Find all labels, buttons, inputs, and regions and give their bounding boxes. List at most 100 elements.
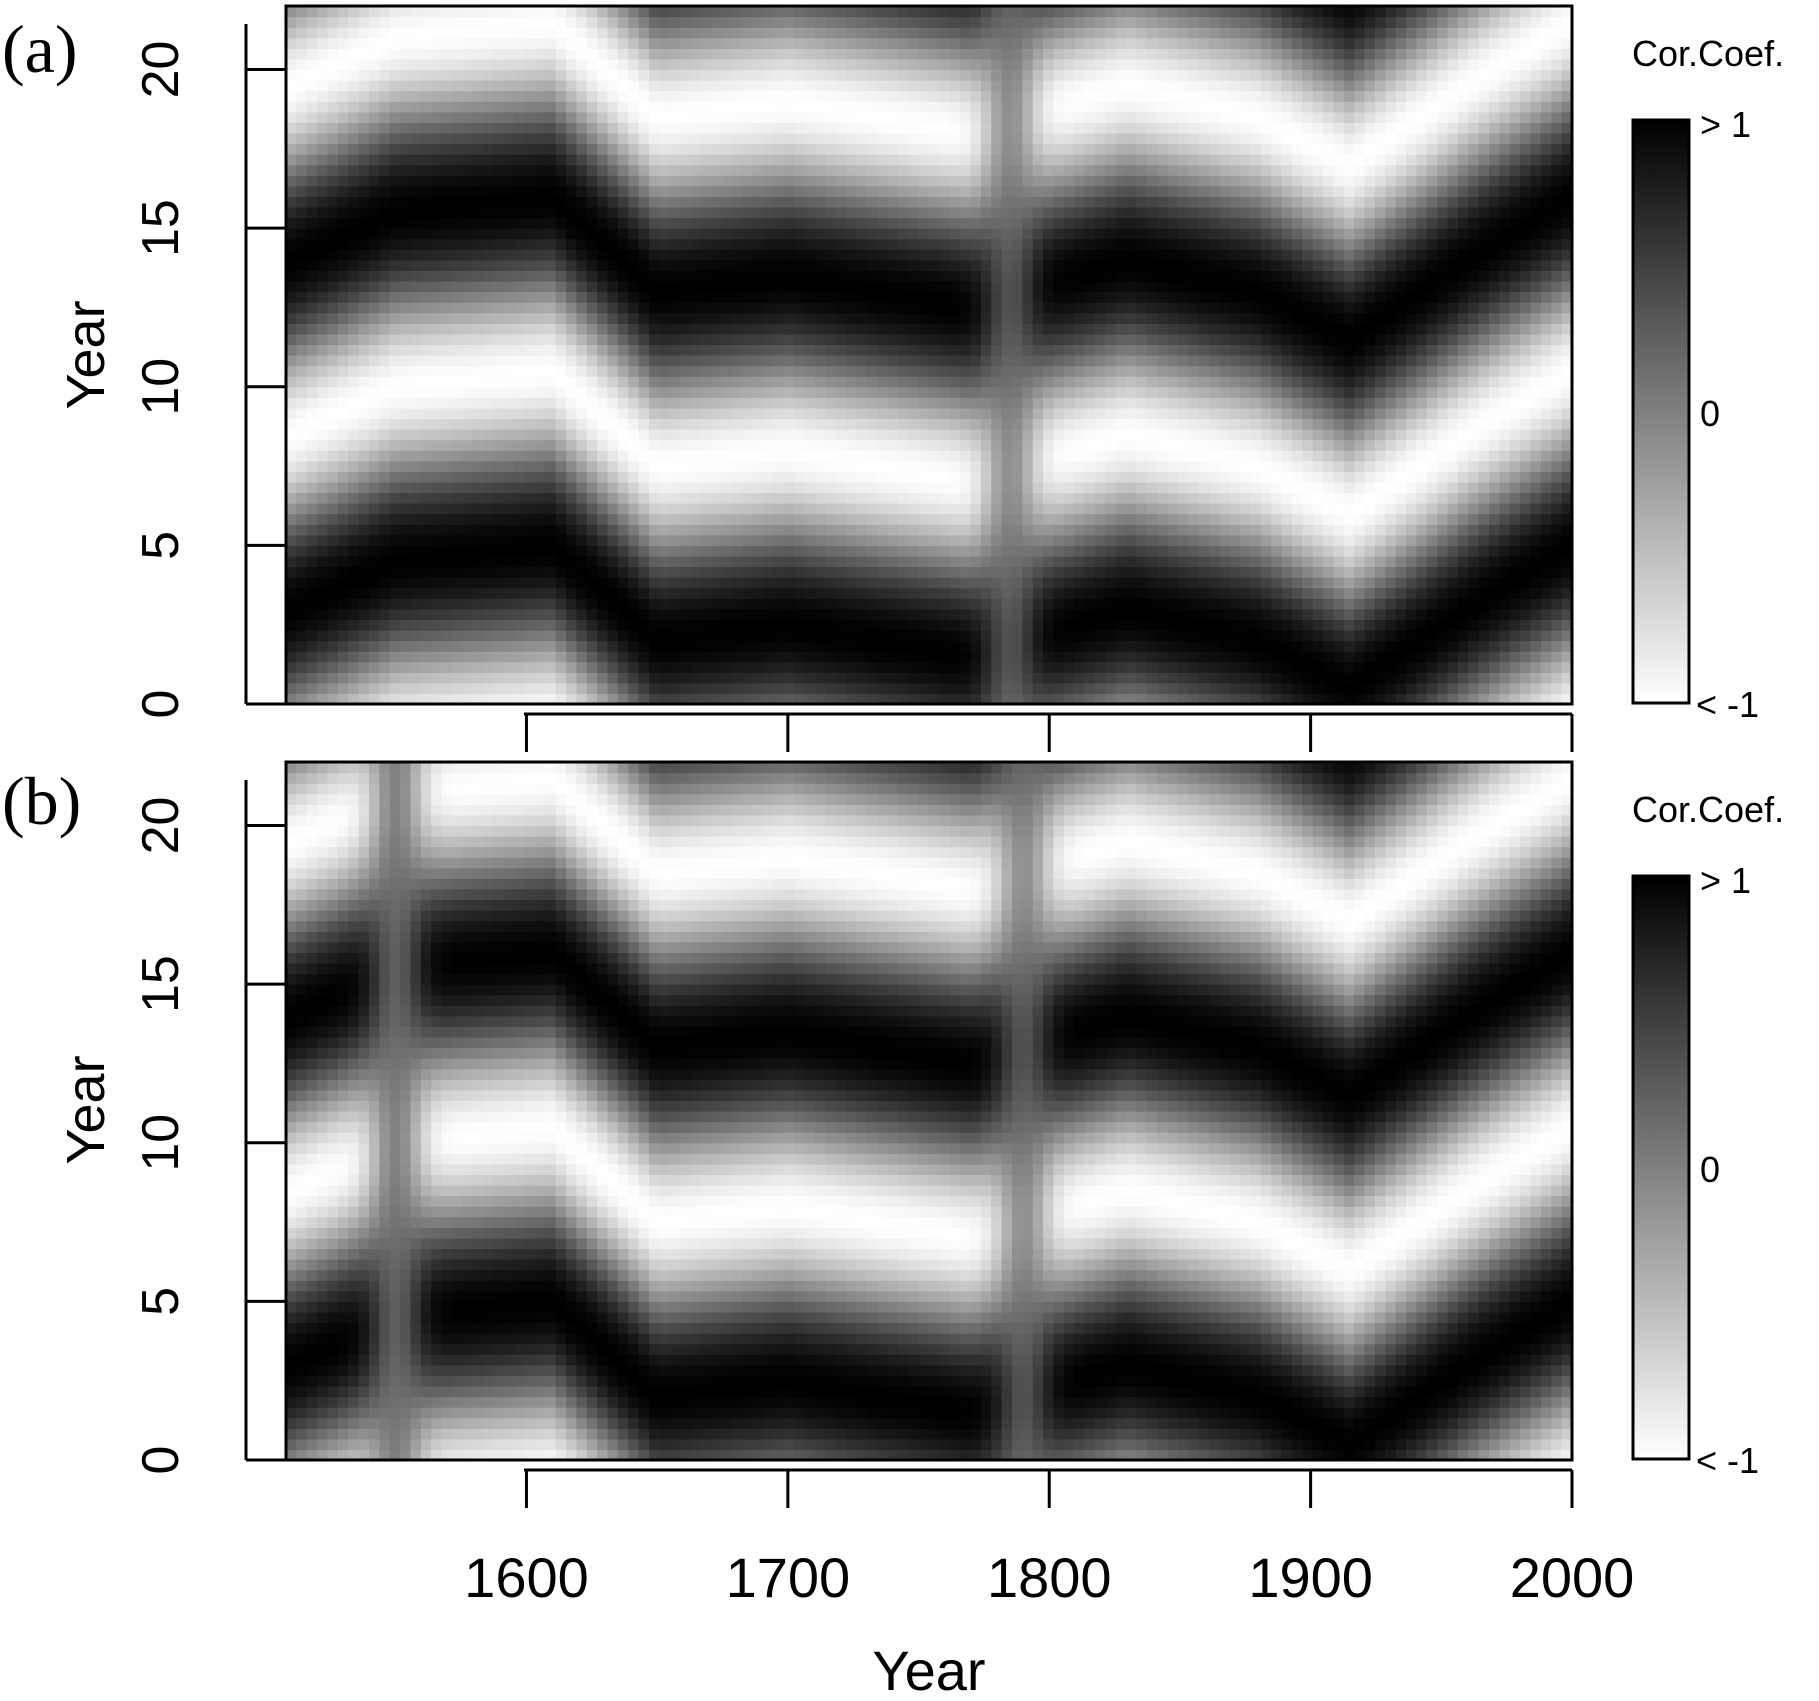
heatmap-cell	[825, 207, 836, 218]
heatmap-cell	[1053, 556, 1064, 567]
heatmap-cell	[670, 186, 681, 197]
heatmap-cell	[981, 80, 992, 91]
heatmap-cell	[1043, 17, 1054, 28]
heatmap-cell	[939, 80, 950, 91]
heatmap-cell	[670, 567, 681, 578]
heatmap-cell	[359, 440, 370, 451]
heatmap-cell	[732, 133, 743, 144]
heatmap-cell	[587, 69, 598, 80]
heatmap-cell	[888, 17, 899, 28]
heatmap-cell	[359, 492, 370, 503]
heatmap-cell	[722, 133, 733, 144]
heatmap-cell	[327, 440, 338, 451]
heatmap-cell	[711, 59, 722, 70]
heatmap-cell	[379, 440, 390, 451]
heatmap-cell	[991, 154, 1002, 165]
heatmap-cell	[462, 154, 473, 165]
heatmap-cell	[421, 662, 432, 673]
heatmap-cell	[338, 249, 349, 260]
heatmap-cell	[379, 630, 390, 641]
heatmap-cell	[877, 80, 888, 91]
heatmap-cell	[442, 503, 453, 514]
heatmap-cell	[1064, 334, 1075, 345]
heatmap-cell	[421, 397, 432, 408]
heatmap-cell	[939, 514, 950, 525]
heatmap-cell	[556, 239, 567, 250]
heatmap-cell	[400, 48, 411, 59]
heatmap-cell	[639, 387, 650, 398]
heatmap-cell	[639, 270, 650, 281]
heatmap-cell	[867, 207, 878, 218]
heatmap-cell	[960, 112, 971, 123]
heatmap-cell	[711, 143, 722, 154]
heatmap-cell	[410, 154, 421, 165]
heatmap-cell	[576, 17, 587, 28]
heatmap-cell	[649, 619, 660, 630]
heatmap-cell	[307, 429, 318, 440]
heatmap-cell	[359, 598, 370, 609]
heatmap-cell	[690, 630, 701, 641]
heatmap-cell	[1022, 59, 1033, 70]
heatmap-cell	[1064, 461, 1075, 472]
heatmap-cell	[680, 165, 691, 176]
heatmap-cell	[576, 366, 587, 377]
heatmap-cell	[359, 408, 370, 419]
heatmap-cell	[929, 366, 940, 377]
heatmap-cell	[825, 471, 836, 482]
heatmap-cell	[483, 334, 494, 345]
heatmap-cell	[950, 6, 961, 17]
heatmap-cell	[856, 48, 867, 59]
heatmap-cell	[483, 598, 494, 609]
heatmap-cell	[1043, 228, 1054, 239]
heatmap-cell	[369, 175, 380, 186]
heatmap-cell	[587, 313, 598, 324]
heatmap-cell	[732, 38, 743, 49]
heatmap-cell	[483, 91, 494, 102]
heatmap-cell	[462, 387, 473, 398]
heatmap-cell	[369, 270, 380, 281]
heatmap-cell	[473, 154, 484, 165]
heatmap-cell	[649, 292, 660, 303]
heatmap-cell	[680, 429, 691, 440]
heatmap-cell	[690, 577, 701, 588]
heatmap-cell	[898, 461, 909, 472]
heatmap-cell	[877, 218, 888, 229]
heatmap-cell	[400, 27, 411, 38]
heatmap-cell	[296, 524, 307, 535]
heatmap-cell	[514, 471, 525, 482]
heatmap-cell	[888, 461, 899, 472]
heatmap-cell	[473, 397, 484, 408]
heatmap-cell	[991, 323, 1002, 334]
heatmap-cell	[711, 450, 722, 461]
heatmap-cell	[400, 440, 411, 451]
heatmap-cell	[1043, 651, 1054, 662]
heatmap-cell	[597, 281, 608, 292]
heatmap-cell	[576, 122, 587, 133]
heatmap-cell	[442, 69, 453, 80]
heatmap-cell	[535, 366, 546, 377]
heatmap-cell	[732, 514, 743, 525]
heatmap-cell	[690, 48, 701, 59]
heatmap-cell	[1022, 175, 1033, 186]
heatmap-cell	[763, 154, 774, 165]
heatmap-cell	[504, 577, 515, 588]
heatmap-cell	[908, 101, 919, 112]
heatmap-cell	[628, 69, 639, 80]
heatmap-cell	[939, 260, 950, 271]
heatmap-cell	[888, 503, 899, 514]
heatmap-cell	[535, 334, 546, 345]
heatmap-cell	[1012, 567, 1023, 578]
heatmap-cell	[970, 545, 981, 556]
heatmap-cell	[670, 577, 681, 588]
heatmap-cell	[742, 270, 753, 281]
heatmap-cell	[504, 588, 515, 599]
heatmap-cell	[483, 556, 494, 567]
heatmap-cell	[359, 175, 370, 186]
heatmap-cell	[970, 630, 981, 641]
heatmap-cell	[327, 270, 338, 281]
heatmap-cell	[1043, 48, 1054, 59]
heatmap-cell	[587, 366, 598, 377]
heatmap-cell	[431, 196, 442, 207]
heatmap-cell	[473, 334, 484, 345]
heatmap-cell	[670, 196, 681, 207]
